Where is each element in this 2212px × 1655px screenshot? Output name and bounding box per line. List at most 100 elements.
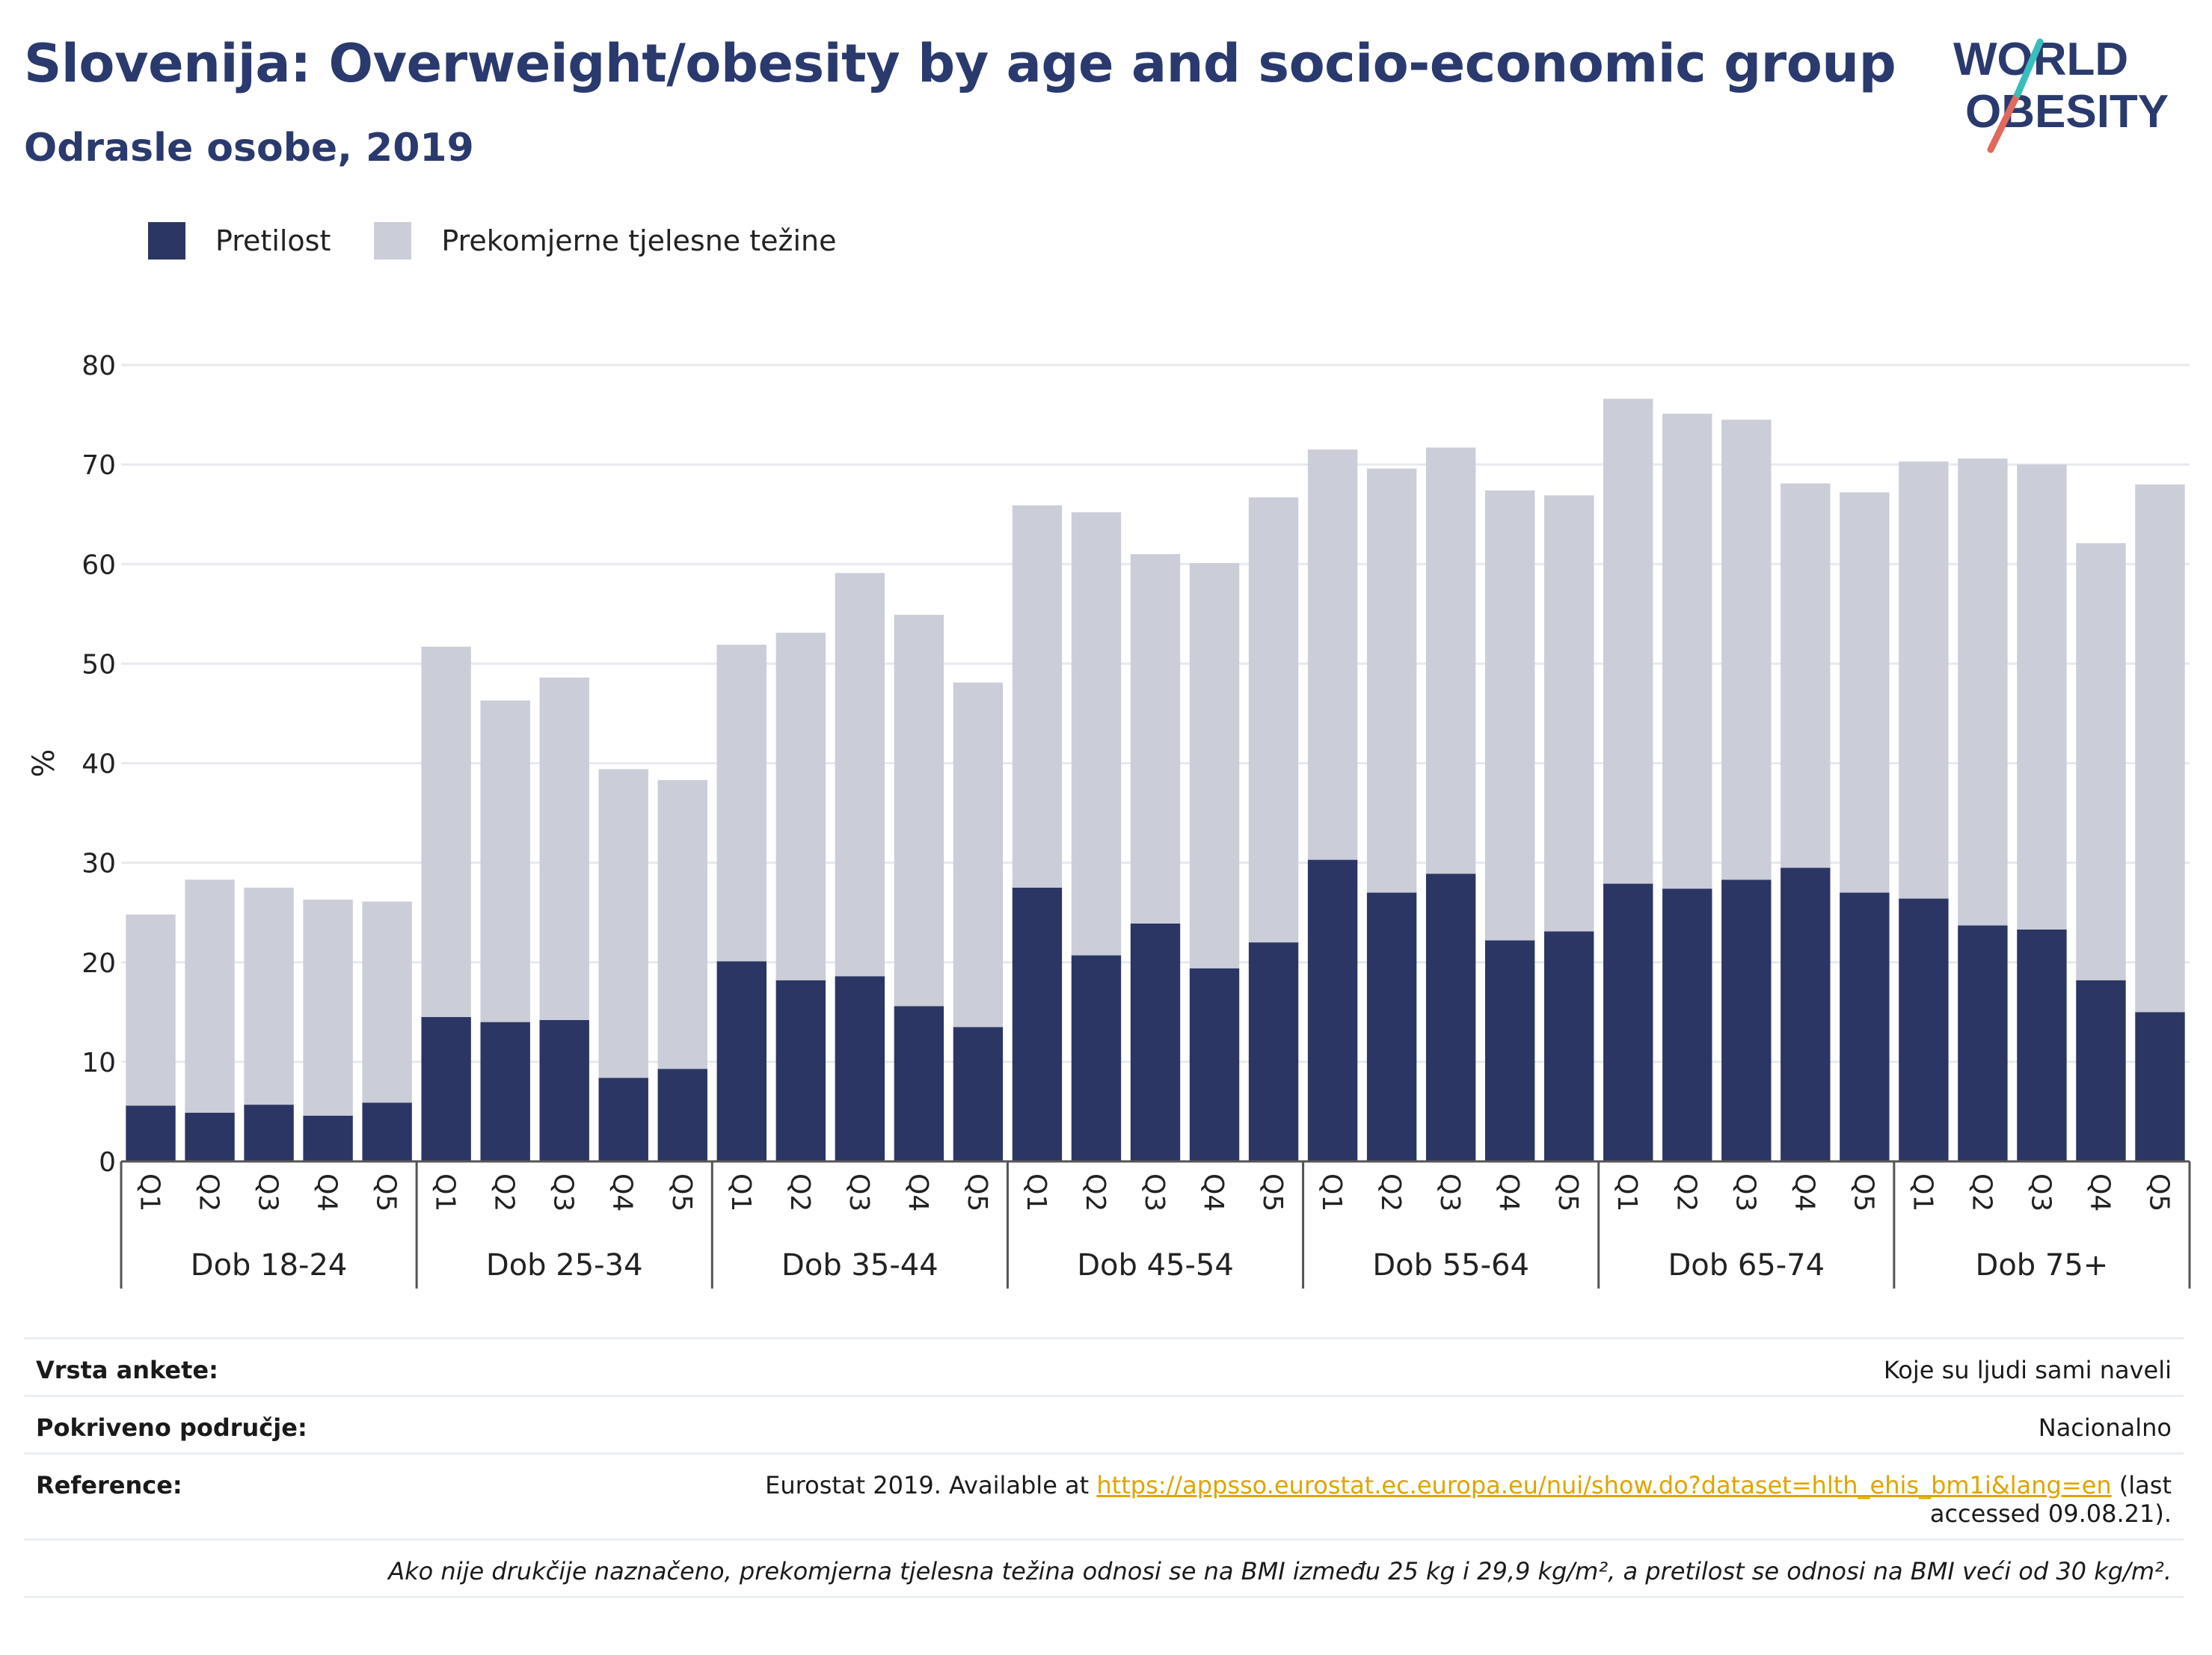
bar-obesity xyxy=(1544,931,1594,1161)
bar-obesity xyxy=(1366,892,1417,1161)
bar-obesity xyxy=(480,1022,530,1161)
bar-overweight xyxy=(1484,490,1535,941)
bar-obesity xyxy=(539,1019,589,1161)
bar-overweight xyxy=(1425,447,1476,874)
page-title: Slovenija: Overweight/obesity by age and… xyxy=(24,33,1896,94)
bar-obesity xyxy=(2017,929,2067,1161)
x-tick-label: Q2 xyxy=(194,1173,224,1212)
footer-value: Koje su ljudi sami naveli xyxy=(1883,1356,2172,1384)
y-tick-label: 60 xyxy=(82,550,116,580)
x-tick-label: Q5 xyxy=(2143,1173,2174,1212)
bar-overweight xyxy=(1071,512,1122,956)
x-tick-label: Q4 xyxy=(607,1173,638,1212)
x-tick-label: Q1 xyxy=(1612,1173,1642,1212)
bar-obesity xyxy=(1899,898,1949,1161)
bar-overweight xyxy=(716,645,766,962)
bar-overweight xyxy=(1781,483,1831,868)
x-tick-label: Q5 xyxy=(1552,1173,1583,1212)
x-tick-label: Q4 xyxy=(1789,1173,1819,1212)
group-label: Dob 35-44 xyxy=(781,1248,938,1283)
legend-swatch-overweight xyxy=(374,222,412,260)
x-tick-label: Q2 xyxy=(784,1173,815,1212)
footer-row-note: Ako nije drukčije naznačeno, prekomjerna… xyxy=(24,1538,2184,1598)
bar-overweight xyxy=(1366,468,1417,893)
x-tick-label: Q3 xyxy=(253,1173,283,1212)
group-label: Dob 55-64 xyxy=(1372,1248,1529,1283)
bar-overweight xyxy=(2076,543,2126,980)
bar-obesity xyxy=(1781,868,1831,1161)
group-label: Dob 75+ xyxy=(1976,1248,2109,1283)
bar-obesity xyxy=(1603,883,1653,1161)
bar-obesity xyxy=(1484,940,1535,1161)
y-tick-label: 80 xyxy=(82,351,116,381)
x-tick-label: Q1 xyxy=(430,1173,461,1212)
chart-legend: Pretilost Prekomjerne tjelesne težine xyxy=(148,221,873,260)
reference-prefix: Eurostat 2019. Available at xyxy=(765,1471,1097,1499)
reference-link[interactable]: https://appsso.eurostat.ec.europa.eu/nui… xyxy=(1096,1471,2112,1499)
x-tick-label: Q3 xyxy=(844,1173,874,1212)
legend-swatch-obesity xyxy=(148,222,185,260)
x-tick-label: Q3 xyxy=(1139,1173,1170,1212)
y-tick-label: 0 xyxy=(99,1147,116,1178)
group-label: Dob 18-24 xyxy=(191,1248,348,1283)
bar-obesity xyxy=(894,1006,944,1161)
y-tick-label: 50 xyxy=(82,649,116,680)
bar-overweight xyxy=(598,769,648,1078)
bar-overweight xyxy=(835,573,885,977)
chart-footer: Vrsta ankete: Koje su ljudi sami naveli … xyxy=(24,1337,2184,1598)
x-tick-label: Q5 xyxy=(666,1173,697,1212)
y-tick-label: 30 xyxy=(82,849,116,879)
bar-overweight xyxy=(303,899,353,1116)
bar-overweight xyxy=(1721,420,1772,880)
bar-obesity xyxy=(1958,925,2008,1161)
footer-row-reference: Reference: Eurostat 2019. Available at h… xyxy=(24,1452,2184,1538)
world-obesity-logo: WORLD OBESITY xyxy=(1953,34,2169,153)
bar-obesity xyxy=(775,980,826,1161)
x-tick-label: Q5 xyxy=(1848,1173,1878,1212)
x-tick-label: Q4 xyxy=(1198,1173,1229,1212)
bar-obesity xyxy=(185,1112,235,1161)
x-tick-label: Q4 xyxy=(903,1173,933,1212)
bar-overweight xyxy=(1662,414,1712,889)
bar-obesity xyxy=(1840,892,1890,1161)
bar-overweight xyxy=(1307,449,1358,860)
bar-obesity xyxy=(126,1105,176,1161)
bar-obesity xyxy=(244,1105,294,1161)
group-label: Dob 65-74 xyxy=(1668,1248,1825,1283)
x-tick-label: Q3 xyxy=(2025,1173,2056,1212)
bar-overweight xyxy=(2017,464,2067,930)
x-tick-label: Q4 xyxy=(2084,1173,2115,1212)
bar-overweight xyxy=(1189,562,1240,968)
x-tick-label: Q2 xyxy=(1375,1173,1406,1212)
bar-overweight xyxy=(1012,505,1063,888)
bar-obesity xyxy=(657,1069,707,1161)
legend-item-obesity: Pretilost xyxy=(148,222,331,260)
bar-overweight xyxy=(1899,461,1949,899)
bar-obesity xyxy=(1130,923,1181,1161)
bar-overweight xyxy=(1958,458,2008,926)
bar-obesity xyxy=(1307,859,1358,1161)
x-tick-label: Q2 xyxy=(1671,1173,1701,1212)
x-tick-label: Q2 xyxy=(1966,1173,1997,1212)
legend-label-obesity: Pretilost xyxy=(215,224,331,257)
bar-overweight xyxy=(775,633,826,980)
bar-overweight xyxy=(421,646,471,1017)
x-tick-label: Q1 xyxy=(1907,1173,1938,1212)
footer-value: Nacionalno xyxy=(2038,1413,2172,1442)
reference-text: Eurostat 2019. Available at https://apps… xyxy=(676,1471,2172,1528)
bar-obesity xyxy=(303,1115,353,1161)
x-tick-label: Q3 xyxy=(1730,1173,1760,1212)
x-tick-label: Q5 xyxy=(371,1173,402,1212)
bar-overweight xyxy=(244,887,294,1105)
bar-obesity xyxy=(2135,1012,2185,1161)
x-tick-label: Q2 xyxy=(1080,1173,1110,1212)
y-tick-label: 20 xyxy=(82,948,116,979)
x-tick-label: Q1 xyxy=(1316,1173,1347,1212)
reference-suffix: (last accessed 09.08.21). xyxy=(1929,1471,2172,1528)
bar-obesity xyxy=(1248,942,1299,1161)
x-tick-label: Q2 xyxy=(489,1173,520,1212)
bar-overweight xyxy=(185,879,235,1113)
x-tick-label: Q3 xyxy=(1434,1173,1465,1212)
bar-overweight xyxy=(894,615,944,1007)
bar-obesity xyxy=(1425,873,1476,1161)
